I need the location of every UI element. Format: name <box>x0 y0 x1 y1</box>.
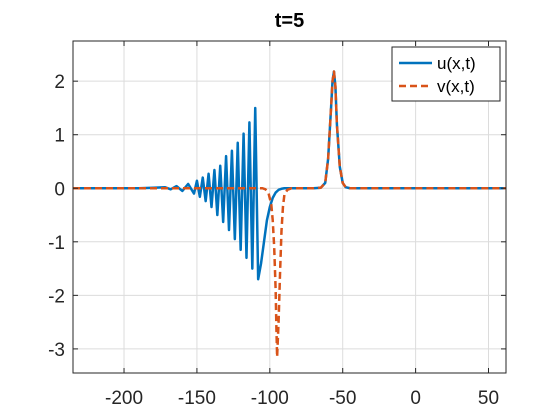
chart-title: t=5 <box>275 10 304 32</box>
y-tick-label: -1 <box>48 233 65 254</box>
legend-label: v(x,t) <box>437 77 475 96</box>
legend-box <box>391 46 501 102</box>
x-tick-label: -200 <box>105 388 143 409</box>
y-tick-label: 0 <box>54 179 65 200</box>
y-tick-label: -3 <box>48 340 65 361</box>
ticks: -200 -150 -100 -50 0 50 -3 -2 -1 0 1 2 <box>48 41 506 409</box>
legend-label: u(x,t) <box>437 54 476 73</box>
x-tick-label: -150 <box>178 388 216 409</box>
series-line-v <box>73 70 506 359</box>
y-tick-label: 2 <box>54 72 65 93</box>
y-tick-label: 1 <box>54 126 65 147</box>
x-tick-label: 50 <box>478 388 499 409</box>
x-tick-label: -50 <box>329 388 356 409</box>
y-tick-label: -2 <box>48 286 65 307</box>
axes-box <box>72 40 507 374</box>
series-layer <box>73 70 506 359</box>
legend: u(x,t) v(x,t) <box>391 46 501 102</box>
x-tick-label: 0 <box>410 388 421 409</box>
x-tick-label: -100 <box>251 388 289 409</box>
